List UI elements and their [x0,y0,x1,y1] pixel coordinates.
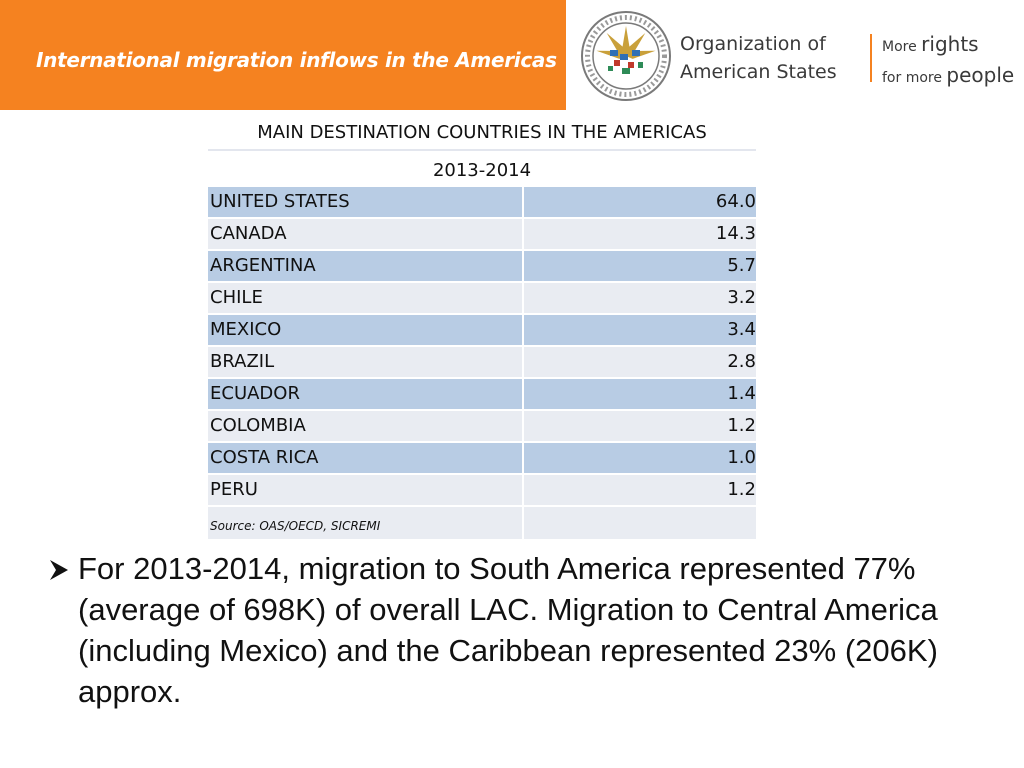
table-title: MAIN DESTINATION COUNTRIES IN THE AMERIC… [208,117,756,151]
value-cell: 1.2 [524,411,756,441]
country-cell: COSTA RICA [208,443,522,473]
header-bar: International migration inflows in the A… [0,0,1024,110]
org-name-line1: Organization of [680,33,826,55]
value-cell: 3.4 [524,315,756,345]
value-cell: 3.2 [524,283,756,313]
value-cell: 1.0 [524,443,756,473]
value-cell: 1.4 [524,379,756,409]
country-cell: CHILE [208,283,522,313]
country-cell: UNITED STATES [208,187,522,217]
country-cell: PERU [208,475,522,505]
table-row: COSTA RICA 1.0 [208,443,756,473]
oas-seal-icon [581,11,671,101]
value-cell: 14.3 [524,219,756,249]
tagline-big-1: rights [921,32,979,56]
table-row: ARGENTINA 5.7 [208,251,756,281]
tagline-small-1: More [882,39,917,55]
country-cell: MEXICO [208,315,522,345]
slide-title: International migration inflows in the A… [36,48,557,72]
table-row: COLOMBIA 1.2 [208,411,756,441]
country-cell: COLOMBIA [208,411,522,441]
oas-logo-panel: Organization of American States More rig… [566,0,1024,110]
org-name-line2: American States [680,61,837,83]
destination-table: MAIN DESTINATION COUNTRIES IN THE AMERIC… [208,117,756,539]
table-row: PERU 1.2 [208,475,756,505]
empty-cell [524,507,756,539]
table-row: ECUADOR 1.4 [208,379,756,409]
value-cell: 1.2 [524,475,756,505]
tagline-small-2: for more [882,70,942,86]
table-row: CHILE 3.2 [208,283,756,313]
country-cell: ARGENTINA [208,251,522,281]
table-period: 2013-2014 [208,151,756,187]
tagline-big-2: people [946,63,1015,87]
table-row: CANADA 14.3 [208,219,756,249]
value-cell: 2.8 [524,347,756,377]
value-cell: 5.7 [524,251,756,281]
value-cell: 64.0 [524,187,756,217]
table-source-row: Source: OAS/OECD, SICREMI [208,507,756,539]
org-name: Organization of American States [680,30,837,86]
arrow-bullet-icon [50,560,68,580]
tagline: More rights for more people [882,30,1014,92]
table-row: UNITED STATES 64.0 [208,187,756,217]
logo-divider [870,34,872,82]
table-row: BRAZIL 2.8 [208,347,756,377]
source-note: Source: OAS/OECD, SICREMI [208,507,522,539]
table-row: MEXICO 3.4 [208,315,756,345]
country-cell: ECUADOR [208,379,522,409]
bullet-text: For 2013-2014, migration to South Americ… [78,551,938,709]
country-cell: BRAZIL [208,347,522,377]
country-cell: CANADA [208,219,522,249]
